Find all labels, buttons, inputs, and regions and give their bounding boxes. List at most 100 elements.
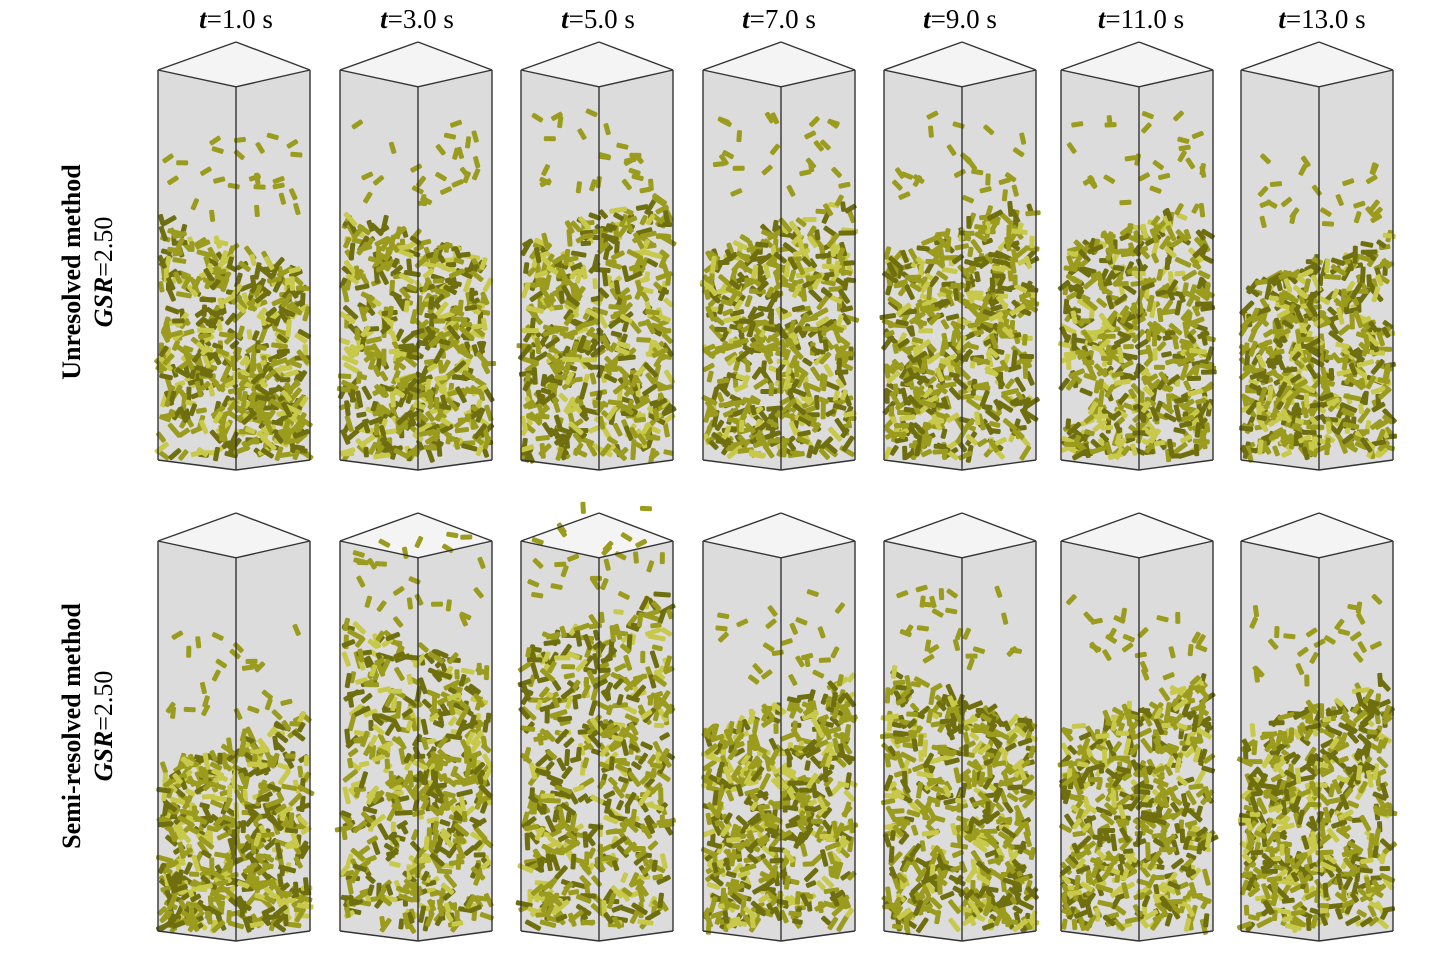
particle [366, 791, 376, 805]
particle [453, 343, 463, 354]
particle [972, 381, 990, 390]
particle [452, 147, 460, 160]
particle [443, 873, 457, 888]
particle [601, 232, 619, 242]
particle [956, 317, 972, 326]
particle [358, 845, 371, 856]
particle [416, 857, 431, 864]
particle [592, 443, 604, 453]
particle [1175, 229, 1189, 242]
particle [1294, 359, 1305, 369]
particle [1198, 399, 1210, 416]
particle [767, 228, 784, 241]
particle [235, 303, 247, 314]
particle [523, 399, 535, 409]
particle [252, 746, 270, 755]
particle [268, 816, 284, 831]
column-edge [1240, 69, 1320, 88]
particle [372, 364, 382, 377]
particle [202, 355, 211, 369]
particle [1012, 147, 1025, 158]
particle [807, 225, 817, 238]
particle [212, 310, 225, 316]
particle [1177, 449, 1196, 459]
particle [391, 369, 401, 385]
particle [1272, 427, 1284, 436]
particle [470, 407, 485, 419]
particle [823, 363, 834, 377]
particle [1176, 212, 1188, 221]
particle [928, 275, 939, 288]
particle [574, 286, 586, 299]
particle [724, 351, 738, 362]
particle [470, 323, 483, 330]
particle [396, 411, 411, 426]
particle [353, 705, 371, 717]
column-top-face [158, 513, 310, 558]
particle [482, 277, 494, 292]
particle [996, 295, 1009, 309]
particle [451, 179, 464, 188]
particle [838, 181, 851, 189]
particle [1121, 445, 1131, 456]
particle [1365, 174, 1378, 184]
particle [1087, 175, 1097, 187]
particle [292, 449, 301, 461]
particle [175, 230, 187, 239]
particle [1240, 393, 1256, 405]
particle [1089, 445, 1106, 455]
particle [609, 287, 620, 300]
particle [912, 422, 926, 435]
particle [775, 323, 789, 340]
particle [354, 283, 370, 291]
particle [365, 855, 377, 863]
particle [274, 446, 284, 462]
particle [412, 228, 422, 239]
particle [358, 244, 373, 253]
particle [202, 695, 210, 708]
particle [801, 256, 813, 267]
particle [802, 357, 813, 367]
particle-bed [1238, 153, 1398, 463]
particle [384, 723, 396, 736]
particle [1356, 359, 1375, 368]
particle [1024, 255, 1033, 269]
column-edge [1138, 459, 1214, 471]
particle [826, 443, 838, 454]
particle [1306, 351, 1315, 369]
particle [1254, 279, 1268, 286]
particle [459, 701, 471, 711]
particle [726, 445, 743, 459]
particle [1001, 189, 1008, 202]
particle [1011, 228, 1028, 235]
particle [391, 225, 407, 240]
particle [660, 398, 670, 409]
particle [390, 696, 398, 712]
particle [210, 799, 224, 809]
particle [599, 443, 612, 457]
particle [720, 340, 728, 354]
particle [966, 215, 972, 229]
particle [1107, 451, 1125, 461]
particle [418, 905, 427, 923]
particle [473, 895, 484, 909]
particle [663, 449, 674, 456]
particle [1083, 372, 1097, 381]
particle [171, 339, 181, 351]
particle [562, 329, 577, 339]
particle [919, 280, 931, 294]
particle [788, 355, 799, 369]
particle [229, 339, 240, 350]
particle [1165, 225, 1177, 242]
particle [1364, 420, 1372, 432]
particle [1004, 378, 1015, 390]
particle [439, 186, 452, 195]
particle [904, 284, 915, 301]
particle [256, 791, 273, 803]
particle [1248, 340, 1258, 357]
column-top-face [703, 42, 855, 87]
particle [819, 351, 832, 365]
particle [635, 204, 649, 211]
particle [1320, 366, 1328, 381]
particle [715, 438, 732, 446]
